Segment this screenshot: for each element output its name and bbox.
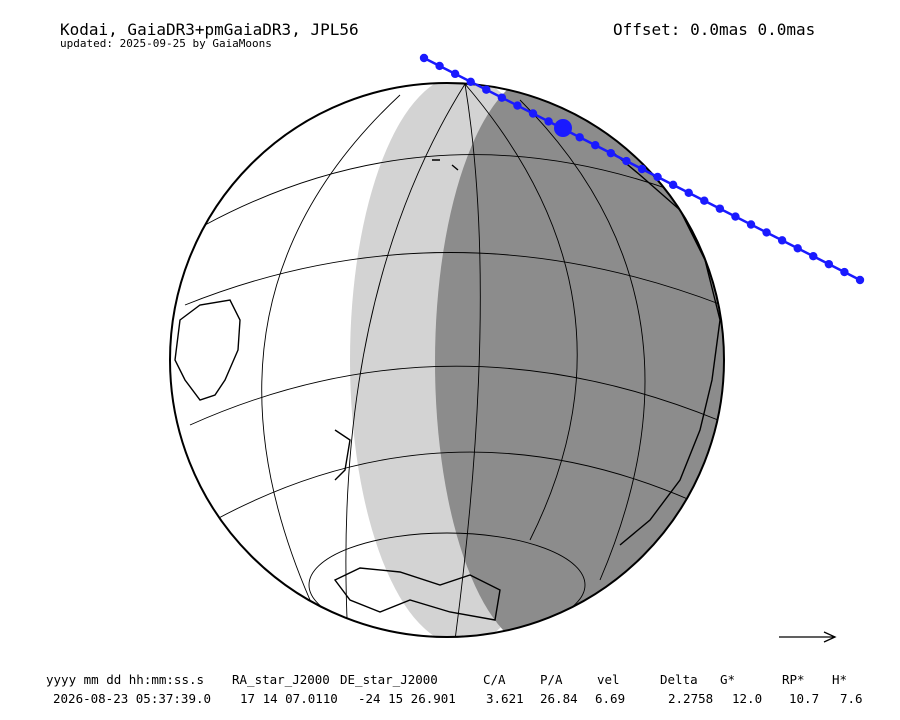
cell: 2.2758 xyxy=(668,691,713,706)
path-dot xyxy=(606,148,616,158)
path-dot xyxy=(544,117,553,126)
path-dot xyxy=(715,204,725,213)
path-dot xyxy=(793,244,802,253)
path-dot xyxy=(559,125,569,134)
column-header: P/A xyxy=(540,672,563,687)
column-header: RA_star_J2000 xyxy=(232,672,330,687)
path-dot xyxy=(700,196,709,205)
path-dot xyxy=(637,164,647,174)
graticule xyxy=(184,83,723,637)
path-dot xyxy=(855,275,865,285)
path-dot xyxy=(466,77,475,86)
path-dot xyxy=(668,180,678,190)
column-header: vel xyxy=(597,672,620,687)
path-dot xyxy=(528,109,538,118)
column-header: DE_star_J2000 xyxy=(340,672,438,687)
offset: Offset: 0.0mas 0.0mas xyxy=(613,20,815,39)
cell: 2026-08-23 05:37:39.0 xyxy=(53,691,211,706)
path-dot xyxy=(762,228,771,237)
path-dot xyxy=(513,101,522,110)
cell: 7.6 xyxy=(840,691,863,706)
globe-outline xyxy=(169,82,725,638)
column-header: yyyy mm dd hh:mm:ss.s xyxy=(46,672,204,687)
column-header: C/A xyxy=(483,672,506,687)
path-dot xyxy=(777,236,787,245)
cell: 17 14 07.0110 xyxy=(240,691,338,706)
cell: 3.621 xyxy=(486,691,524,706)
path-dot xyxy=(824,259,834,269)
cell: 6.69 xyxy=(595,691,625,706)
path-dot xyxy=(809,252,818,261)
cell: 12.0 xyxy=(732,691,762,706)
path-dot xyxy=(684,188,693,197)
path-dot xyxy=(840,267,849,277)
path-dot xyxy=(746,220,756,229)
path-dot xyxy=(731,212,740,221)
direction-arrow xyxy=(779,631,837,643)
path-dot xyxy=(419,53,429,63)
path-dot xyxy=(622,156,631,166)
path-dot xyxy=(435,61,444,71)
cell: 10.7 xyxy=(789,691,819,706)
occultation-path xyxy=(419,53,865,285)
coastline xyxy=(174,149,721,621)
column-header: G* xyxy=(720,672,735,687)
cell: -24 15 26.901 xyxy=(358,691,456,706)
title: Kodai, GaiaDR3+pmGaiaDR3, JPL56 xyxy=(60,20,359,39)
path-dot xyxy=(591,141,600,150)
column-header: H* xyxy=(832,672,847,687)
updated: updated: 2025-09-25 by GaiaMoons xyxy=(60,37,272,50)
path-dot xyxy=(450,69,460,79)
column-header: Delta xyxy=(660,672,698,687)
path-dot xyxy=(575,133,584,142)
cell: 26.84 xyxy=(540,691,578,706)
globe xyxy=(174,83,724,637)
path-dot xyxy=(482,85,491,94)
column-header: RP* xyxy=(782,672,805,687)
path-dot xyxy=(653,172,662,182)
path-dot xyxy=(497,93,507,102)
